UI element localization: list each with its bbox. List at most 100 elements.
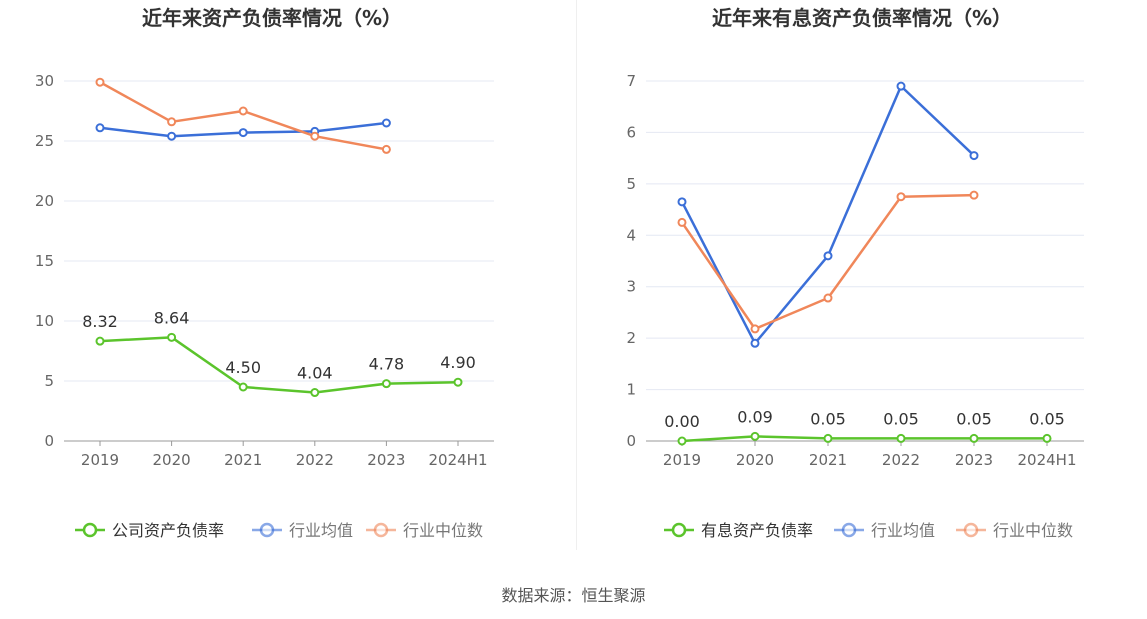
y-tick-label: 6 [626, 123, 636, 141]
x-tick-label: 2022 [296, 451, 334, 469]
legend-marker-icon [963, 522, 979, 538]
data-point [381, 144, 391, 154]
y-tick-label: 0 [44, 432, 54, 450]
legend-label: 行业中位数 [993, 521, 1073, 540]
legend-label: 公司资产负债率 [112, 521, 224, 540]
data-point [969, 190, 979, 200]
data-point [95, 77, 105, 87]
data-point [381, 379, 391, 389]
x-tick-label: 2023 [367, 451, 405, 469]
legend-item: 有息资产负债率 [664, 521, 813, 540]
data-point [1042, 433, 1052, 443]
data-point [677, 436, 687, 446]
data-label: 0.00 [664, 412, 700, 431]
data-point [95, 123, 105, 133]
chart-title: 近年来资产负债率情况（%） [142, 6, 402, 30]
data-point [238, 106, 248, 116]
y-tick-label: 5 [44, 372, 54, 390]
data-point [750, 324, 760, 334]
y-tick-label: 7 [626, 72, 636, 90]
x-tick-label: 2020 [153, 451, 191, 469]
series-line [99, 81, 387, 151]
x-tick-label: 2021 [224, 451, 262, 469]
y-tick-label: 2 [626, 329, 636, 347]
y-tick-label: 1 [626, 381, 636, 399]
data-point [896, 192, 906, 202]
legend-label: 行业均值 [289, 521, 353, 540]
data-label: 8.32 [82, 312, 118, 331]
data-point [238, 128, 248, 138]
legend-label: 有息资产负债率 [701, 521, 813, 540]
data-point [677, 217, 687, 227]
x-tick-label: 2022 [882, 451, 920, 469]
data-point [238, 382, 248, 392]
data-point [896, 81, 906, 91]
series-line [99, 336, 459, 394]
y-tick-label: 20 [35, 192, 54, 210]
x-tick-label: 2019 [663, 451, 701, 469]
data-point [969, 433, 979, 443]
y-tick-label: 25 [35, 132, 54, 150]
y-tick-label: 4 [626, 226, 636, 244]
legend-marker-icon [82, 522, 98, 538]
data-point [823, 293, 833, 303]
data-point [381, 118, 391, 128]
y-tick-label: 10 [35, 312, 54, 330]
y-tick-label: 30 [35, 72, 54, 90]
data-label: 0.05 [810, 409, 846, 428]
legend-item: 行业均值 [252, 521, 353, 540]
data-label: 4.78 [369, 355, 405, 374]
legend-label: 行业中位数 [403, 521, 483, 540]
legend-marker-icon [259, 522, 275, 538]
data-label: 8.64 [154, 308, 190, 327]
x-tick-label: 2020 [736, 451, 774, 469]
data-point [969, 151, 979, 161]
data-label: 4.50 [225, 358, 261, 377]
chart-panel-1: 近年来资产负债率情况（%） 0 5 10 15 20 25 30 2019 2020 2021 202… [35, 6, 494, 540]
data-point [823, 251, 833, 261]
data-label: 4.04 [297, 364, 333, 383]
data-point [167, 332, 177, 342]
legend-item: 行业均值 [834, 521, 935, 540]
chart-title: 近年来有息资产负债率情况（%） [712, 6, 1012, 30]
y-tick-label: 15 [35, 252, 54, 270]
legend-item: 行业中位数 [366, 521, 483, 540]
data-point [167, 117, 177, 127]
data-label: 0.05 [956, 409, 992, 428]
data-point [750, 431, 760, 441]
source-note: 数据来源：恒生聚源 [501, 586, 646, 605]
data-label: 4.90 [440, 353, 476, 372]
data-point [310, 388, 320, 398]
data-label: 0.09 [737, 407, 773, 426]
legend-label: 行业均值 [871, 521, 935, 540]
legend-item: 行业中位数 [956, 521, 1073, 540]
x-tick-label: 2021 [809, 451, 847, 469]
chart-panel-2: 近年来有息资产负债率情况（%） 0 1 2 3 4 5 6 7 2019 2020 2021 2022 2… [626, 6, 1084, 540]
legend-marker-icon [841, 522, 857, 538]
data-point [677, 197, 687, 207]
y-tick-label: 0 [626, 432, 636, 450]
data-point [167, 131, 177, 141]
series-line [680, 193, 975, 331]
y-tick-label: 5 [626, 175, 636, 193]
x-tick-label: 2024H1 [1018, 451, 1077, 469]
data-label: 0.05 [1029, 409, 1065, 428]
data-point [310, 131, 320, 141]
data-point [95, 336, 105, 346]
series-line [680, 84, 975, 345]
x-tick-label: 2024H1 [429, 451, 488, 469]
data-point [453, 377, 463, 387]
panel-divider [576, 0, 577, 550]
data-label: 0.05 [883, 409, 919, 428]
x-tick-label: 2023 [955, 451, 993, 469]
x-tick-label: 2019 [81, 451, 119, 469]
y-tick-label: 3 [626, 278, 636, 296]
legend-item: 公司资产负债率 [75, 521, 224, 540]
data-point [750, 338, 760, 348]
data-point [823, 433, 833, 443]
series-line [681, 435, 1047, 443]
legend-marker-icon [671, 522, 687, 538]
legend-marker-icon [373, 522, 389, 538]
data-point [896, 433, 906, 443]
